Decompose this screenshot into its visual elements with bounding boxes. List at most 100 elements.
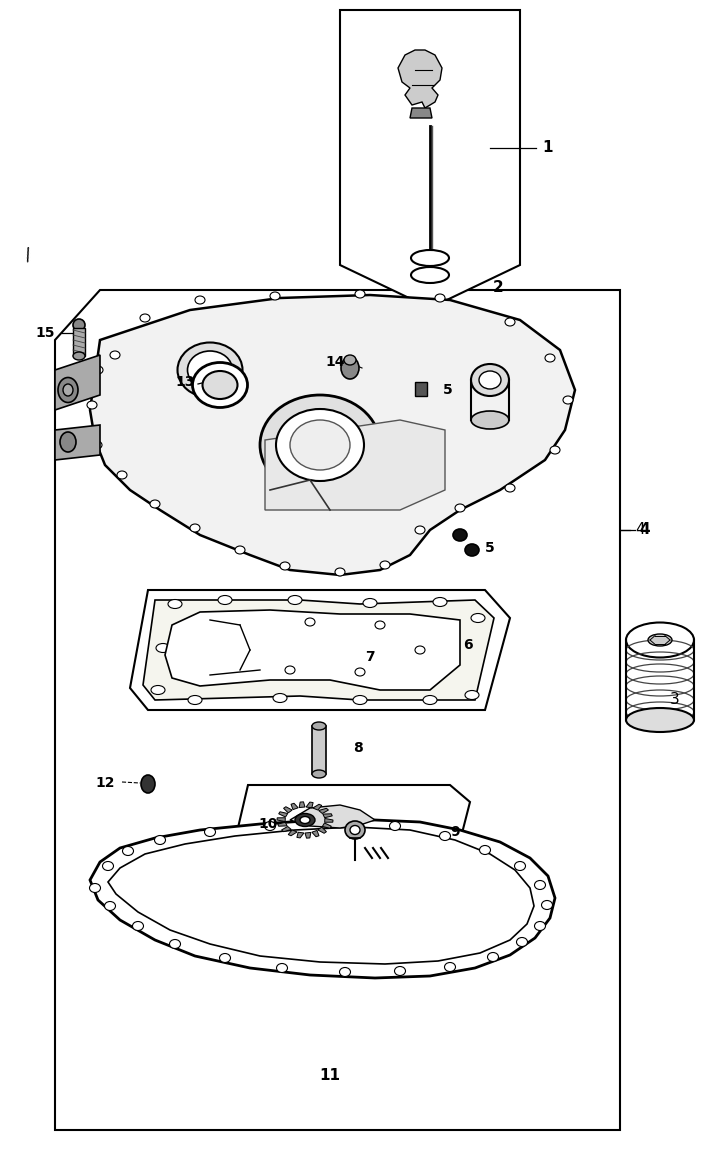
- Polygon shape: [90, 820, 555, 978]
- Ellipse shape: [355, 668, 365, 676]
- Ellipse shape: [312, 722, 326, 730]
- Polygon shape: [325, 818, 333, 823]
- Ellipse shape: [156, 644, 170, 652]
- Ellipse shape: [192, 363, 248, 408]
- Ellipse shape: [93, 366, 103, 374]
- Ellipse shape: [218, 596, 232, 605]
- Ellipse shape: [390, 821, 401, 831]
- Polygon shape: [165, 611, 460, 690]
- Ellipse shape: [188, 696, 202, 705]
- Ellipse shape: [471, 411, 509, 429]
- Polygon shape: [398, 50, 442, 108]
- Polygon shape: [410, 108, 432, 118]
- Text: /: /: [22, 245, 33, 265]
- Ellipse shape: [300, 817, 310, 824]
- Ellipse shape: [123, 847, 133, 856]
- Ellipse shape: [487, 953, 498, 962]
- Polygon shape: [265, 420, 445, 510]
- Polygon shape: [340, 10, 520, 308]
- Text: 7: 7: [365, 650, 375, 664]
- Polygon shape: [291, 803, 298, 810]
- Ellipse shape: [505, 484, 515, 492]
- Polygon shape: [130, 590, 510, 710]
- Ellipse shape: [395, 967, 406, 976]
- Polygon shape: [143, 600, 494, 700]
- Polygon shape: [284, 806, 292, 813]
- Ellipse shape: [58, 378, 78, 402]
- Text: 10: 10: [258, 817, 278, 831]
- Ellipse shape: [363, 599, 377, 607]
- Ellipse shape: [541, 901, 552, 909]
- Ellipse shape: [471, 614, 485, 622]
- Ellipse shape: [312, 770, 326, 778]
- Polygon shape: [55, 290, 620, 1130]
- Text: 14: 14: [325, 355, 345, 369]
- Ellipse shape: [435, 294, 445, 302]
- Ellipse shape: [423, 696, 437, 705]
- Ellipse shape: [465, 544, 479, 556]
- Polygon shape: [279, 812, 288, 817]
- Ellipse shape: [517, 938, 527, 947]
- Polygon shape: [108, 827, 534, 964]
- Ellipse shape: [505, 318, 515, 326]
- Ellipse shape: [87, 401, 97, 409]
- Ellipse shape: [285, 666, 295, 674]
- Ellipse shape: [453, 529, 467, 541]
- Text: 3: 3: [670, 692, 680, 707]
- Ellipse shape: [133, 922, 143, 931]
- Text: 8: 8: [353, 741, 363, 755]
- Ellipse shape: [355, 290, 365, 298]
- Ellipse shape: [350, 826, 360, 834]
- Polygon shape: [313, 804, 322, 810]
- Ellipse shape: [220, 954, 230, 963]
- Text: 4: 4: [640, 523, 650, 538]
- Ellipse shape: [187, 351, 232, 389]
- Text: 12: 12: [95, 776, 114, 790]
- Ellipse shape: [270, 291, 280, 300]
- Ellipse shape: [141, 775, 155, 793]
- Ellipse shape: [353, 696, 367, 705]
- Ellipse shape: [415, 646, 425, 654]
- Ellipse shape: [195, 296, 205, 304]
- Ellipse shape: [479, 371, 501, 389]
- Text: 9: 9: [450, 825, 460, 839]
- Polygon shape: [297, 832, 304, 838]
- Ellipse shape: [277, 963, 288, 972]
- Ellipse shape: [340, 968, 350, 977]
- Ellipse shape: [465, 690, 479, 699]
- Ellipse shape: [471, 364, 509, 396]
- Ellipse shape: [515, 862, 526, 871]
- Polygon shape: [278, 823, 287, 826]
- Ellipse shape: [380, 561, 390, 569]
- Ellipse shape: [178, 342, 242, 397]
- Text: 6: 6: [463, 638, 473, 652]
- Text: 11: 11: [319, 1068, 340, 1083]
- Ellipse shape: [260, 395, 380, 495]
- Text: 1: 1: [543, 141, 553, 156]
- Ellipse shape: [290, 420, 350, 470]
- Polygon shape: [323, 813, 332, 818]
- Ellipse shape: [169, 940, 180, 948]
- Ellipse shape: [204, 827, 216, 836]
- Ellipse shape: [626, 708, 694, 732]
- Polygon shape: [305, 833, 311, 839]
- Bar: [73, 328, 85, 356]
- Ellipse shape: [341, 357, 359, 379]
- Polygon shape: [299, 802, 305, 808]
- Ellipse shape: [345, 821, 365, 839]
- Ellipse shape: [626, 622, 694, 658]
- Polygon shape: [290, 805, 375, 828]
- Ellipse shape: [73, 353, 85, 359]
- Ellipse shape: [273, 694, 287, 703]
- Ellipse shape: [411, 250, 449, 266]
- Ellipse shape: [563, 396, 573, 404]
- Ellipse shape: [190, 524, 200, 532]
- Ellipse shape: [344, 355, 356, 365]
- Ellipse shape: [295, 813, 315, 826]
- Bar: [312, 726, 326, 774]
- Ellipse shape: [439, 832, 451, 841]
- Polygon shape: [306, 802, 313, 808]
- Polygon shape: [312, 831, 319, 836]
- Ellipse shape: [550, 446, 560, 454]
- Ellipse shape: [479, 846, 491, 855]
